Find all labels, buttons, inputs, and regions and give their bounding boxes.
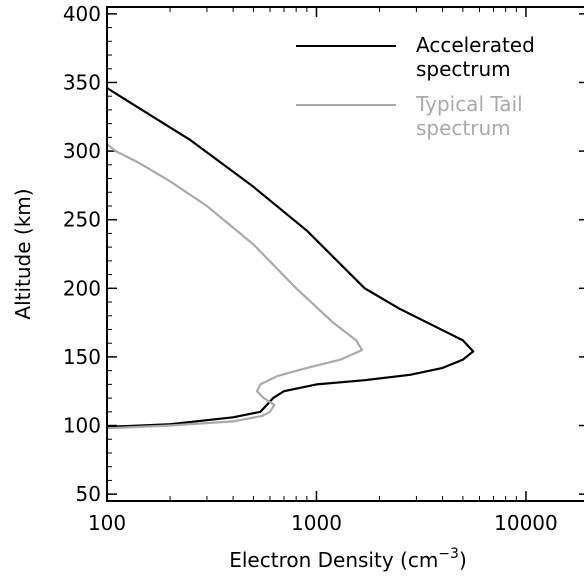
y-tick-label: 250 <box>63 208 101 232</box>
plot-frame <box>106 6 584 502</box>
y-tick-label: 300 <box>63 139 101 163</box>
x-tick-label: 100 <box>88 511 126 535</box>
legend-label-accelerated-2: spectrum <box>416 57 511 81</box>
y-axis-title: Altitude (km) <box>11 188 35 319</box>
y-tick-label: 50 <box>76 482 101 506</box>
y-tick-label: 350 <box>63 70 101 94</box>
x-axis-title-exponent: −3 <box>438 546 459 562</box>
series-typical-tail-line <box>106 143 364 430</box>
y-tick-label: 150 <box>63 345 101 369</box>
x-axis-title-close: ) <box>459 548 467 572</box>
series-accelerated-line <box>106 87 475 428</box>
x-tick-label: 1000 <box>291 511 342 535</box>
y-tick-label: 400 <box>63 2 101 26</box>
legend-label-typical-tail-1: Typical Tail <box>415 92 523 116</box>
y-tick-label: 100 <box>63 414 101 438</box>
series-layer <box>106 87 475 430</box>
x-axis-title: Electron Density (cm−3) <box>229 546 467 572</box>
legend: Accelerated spectrum Typical Tail spectr… <box>296 33 535 140</box>
legend-label-accelerated-1: Accelerated <box>416 33 535 57</box>
legend-label-typical-tail-2: spectrum <box>416 116 511 140</box>
x-tick-label: 10000 <box>494 511 558 535</box>
y-tick-label: 200 <box>63 276 101 300</box>
ticks-layer: 50 100 150 200 250 300 350 400 100 1000 10000 <box>63 2 584 535</box>
